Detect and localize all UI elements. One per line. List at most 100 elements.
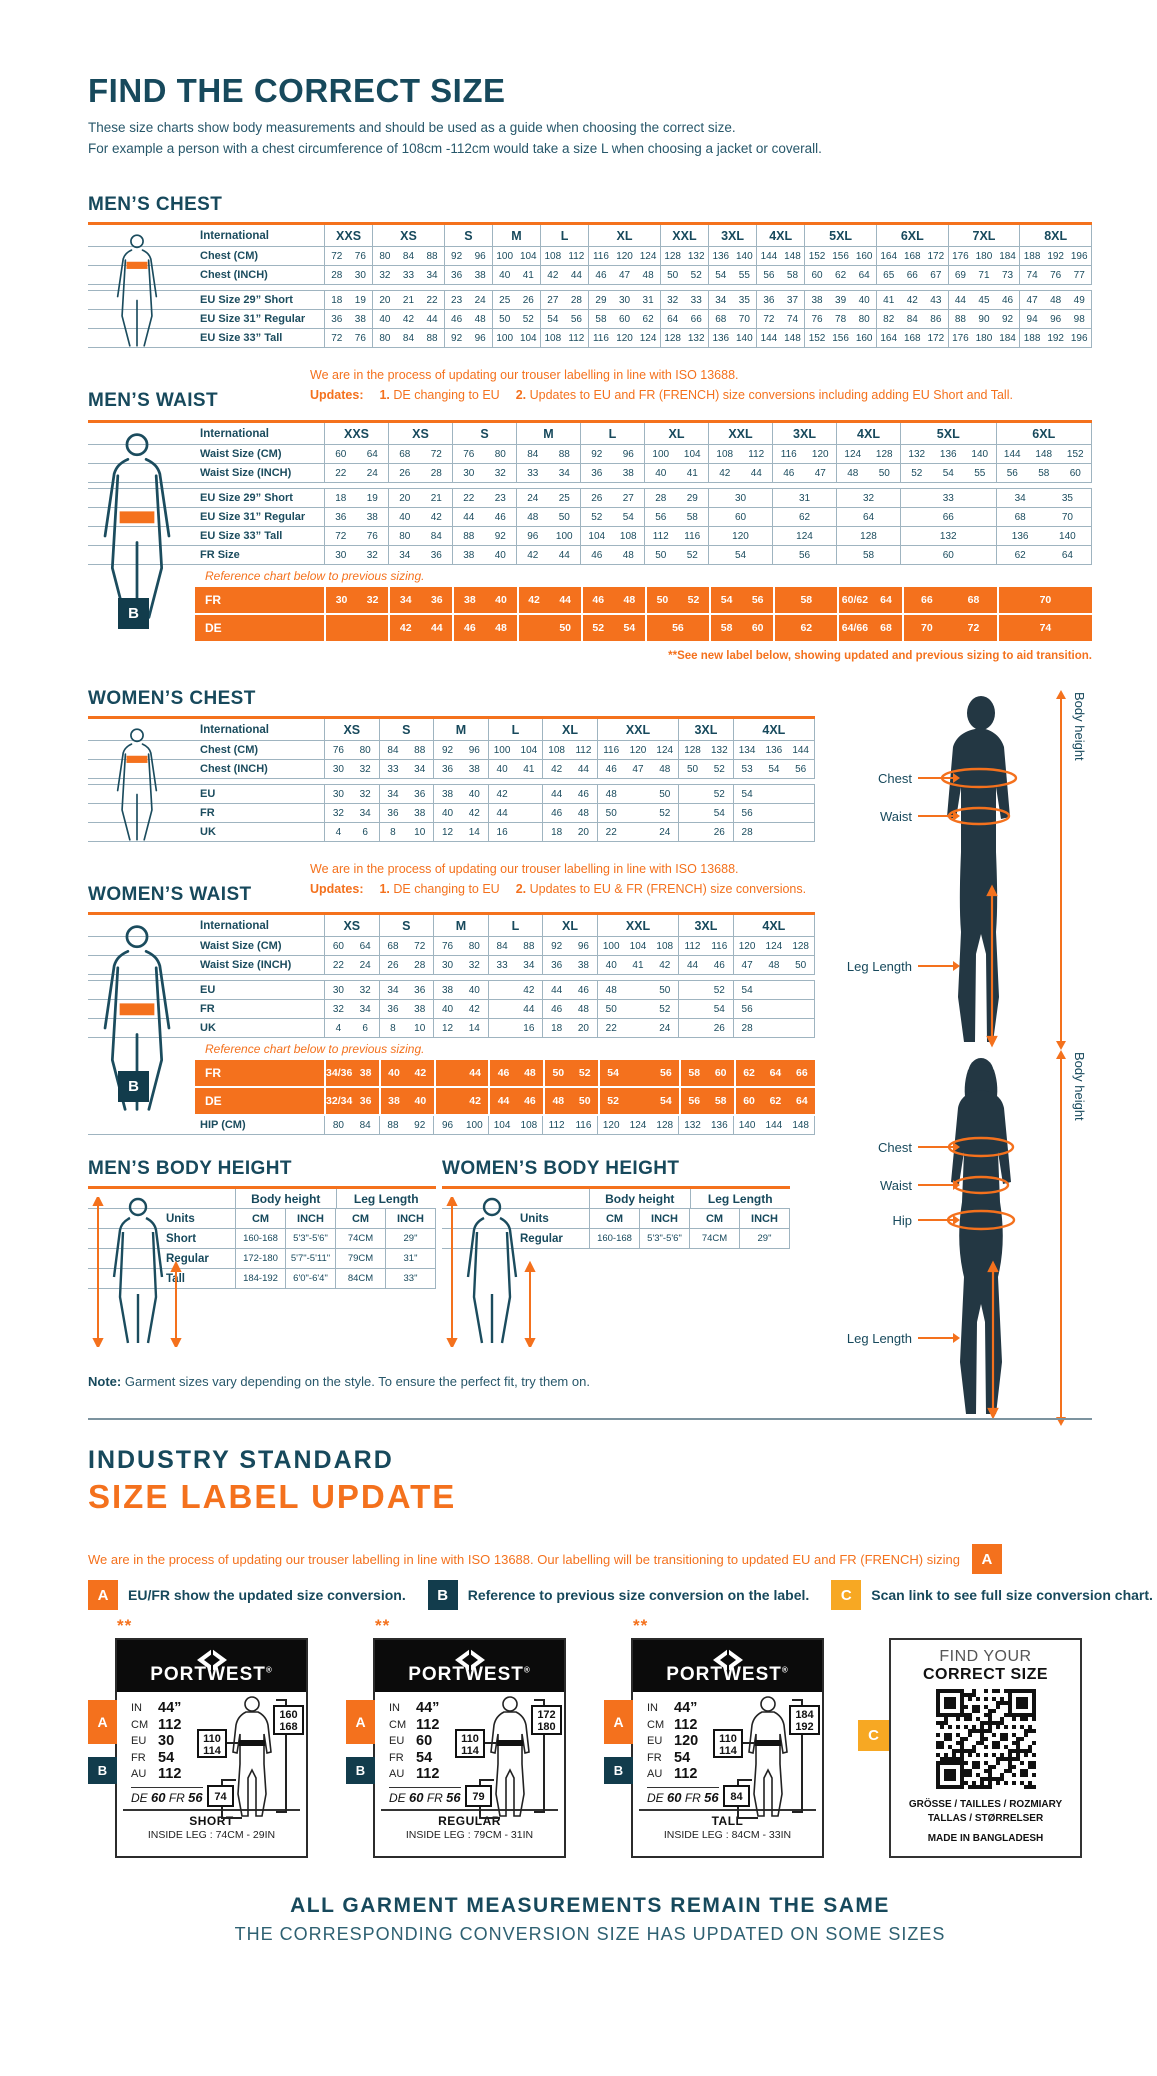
size-value: 54: [622, 511, 634, 523]
size-value: 46: [497, 1067, 510, 1079]
rect-element: [943, 1717, 948, 1721]
size-value: 66: [921, 594, 933, 606]
table-row: FR Size 30 32 34 36 38 40 42 44 46 48 50 52 54 56 58 60 6…: [88, 546, 1092, 565]
size-value: 100: [496, 250, 514, 262]
size-value: 20: [399, 492, 411, 504]
hip-measure-label: Hip: [808, 1212, 960, 1228]
size-value: 44: [497, 1095, 510, 1107]
rect-element: [995, 1705, 1000, 1709]
size-row: EU 60: [389, 1733, 439, 1750]
size-value: 36: [441, 763, 454, 775]
size-value: 44: [523, 1003, 535, 1015]
size-group: 50 52: [659, 266, 708, 284]
size-value: 128: [875, 448, 893, 460]
badge-b: B: [346, 1757, 375, 1784]
size-group: 47 48 50: [732, 956, 816, 974]
size-group: 36 38: [378, 1000, 434, 1018]
update-item: 2. Updates to EU and FR (FRENCH) size co…: [515, 388, 1013, 402]
rect-element: [1015, 1741, 1020, 1745]
size-value: 44: [496, 807, 508, 819]
updates-label: Updates:: [310, 388, 364, 402]
size-group: 36 38: [443, 266, 492, 284]
row-label: UK: [200, 1022, 216, 1034]
table-row: Waist Size (CM) 60 64 68 72 76 80 84 88 92 96 100 10…: [88, 445, 1092, 464]
arrow-right-icon: [918, 811, 960, 821]
rect-element: [935, 1765, 940, 1769]
bh-value: 5'3"-5'6": [639, 1229, 689, 1248]
man-silhouette: [940, 696, 1018, 1048]
size-group: 54: [678, 1000, 733, 1018]
arrow-right-icon: [918, 1142, 960, 1152]
size-group: 108 112: [540, 329, 588, 347]
path-element: [792, 1699, 803, 1813]
size-value: 48: [605, 788, 617, 800]
size-group: 22 24: [324, 956, 379, 974]
rect-element: [947, 1761, 952, 1765]
size-value: 148: [784, 250, 801, 262]
body-measure-icon: [116, 728, 158, 841]
rect-element: [1019, 1713, 1024, 1717]
size-value: 48: [642, 269, 654, 281]
size-group: 128 132: [678, 741, 733, 759]
size-group: 64: [836, 508, 900, 526]
size-value: 100: [496, 332, 514, 344]
size-value: 24: [474, 294, 486, 306]
inside-leg: INSIDE LEG : 84CM - 33IN: [663, 1829, 792, 1841]
size-group-label: 3XL: [721, 228, 745, 243]
size-row: FR 54: [131, 1750, 181, 1767]
rect-element: [1007, 1753, 1012, 1757]
row-label: HIP (CM): [200, 1119, 246, 1131]
size-group: 132: [900, 527, 996, 545]
rect-element: [935, 1781, 940, 1785]
size-value: 26: [713, 826, 725, 838]
size-group: 42: [433, 1088, 489, 1114]
size-value: 144: [1003, 448, 1021, 460]
path-element: [986, 884, 998, 897]
size-value: 55: [738, 269, 750, 281]
size-value: 192: [1047, 332, 1064, 344]
update-number: 2.: [515, 388, 527, 402]
size-value: 40: [414, 1095, 427, 1107]
size-group: 84 88: [516, 445, 580, 463]
rect-element: [1019, 1697, 1024, 1701]
size-value: 64: [769, 1067, 782, 1079]
rect-element: [951, 1773, 956, 1777]
table-row: EU 30 32 34 36 38 40 42 44 46 48 50 52 54: [88, 785, 816, 804]
size-group: 54 56: [709, 587, 773, 613]
registered-mark: ®: [265, 1665, 273, 1675]
size-group: 60 64: [324, 937, 379, 955]
size-group: 108 112: [708, 445, 772, 463]
size-value: 56: [798, 549, 811, 561]
rect-element: [1031, 1689, 1036, 1693]
mens-chest-table: International XXS XS S M L XL XXL 3XL 4XL 5XL 6XL 7X…: [88, 222, 1092, 348]
label-body: IN 44” CM 112 EU 30 FR 54 AU 112 DE 60 FR 56 110 11…: [117, 1692, 306, 1819]
rect-element: [947, 1757, 952, 1761]
rect-element: [991, 1745, 996, 1749]
waist-label-text: Waist: [879, 808, 912, 824]
size-value: 132: [908, 448, 926, 460]
rect-element: [987, 1721, 992, 1725]
rect-element: [995, 1721, 1000, 1725]
size-group: 92 96: [443, 329, 492, 347]
previous-sizing-rows: B FR 34/36 38 40 42 44 46 48 50 52 54 56 58 60 62 64 66 DE…: [88, 1060, 815, 1114]
path-element: [446, 1338, 458, 1347]
size-group: 46 48: [488, 1060, 543, 1086]
size-group: 108 112: [542, 741, 597, 759]
table-row: HIP (CM) 80 84 88 92 96 100 104 108 112 116 120 124 1…: [88, 1116, 816, 1135]
size-group-label: M: [455, 722, 467, 737]
rect-element: [119, 511, 155, 524]
rect-element: [947, 1745, 952, 1749]
rect-element: [999, 1733, 1004, 1737]
size-group: 64 66: [659, 310, 708, 328]
rect-element: [963, 1761, 968, 1765]
previous-size-row: FR 34/36 38 40 42 44 46 48 50 52 54 56 58 60 62 64 66: [195, 1060, 815, 1086]
garment-note: Note: Garment sizes vary depending on th…: [88, 1374, 590, 1389]
size-value: 28: [655, 492, 667, 504]
size-group: 76 80: [433, 937, 488, 955]
rect-element: [935, 1777, 940, 1781]
size-value: 132: [684, 1119, 701, 1131]
size-value: 50: [659, 984, 671, 996]
size-value: 120: [602, 1119, 620, 1131]
